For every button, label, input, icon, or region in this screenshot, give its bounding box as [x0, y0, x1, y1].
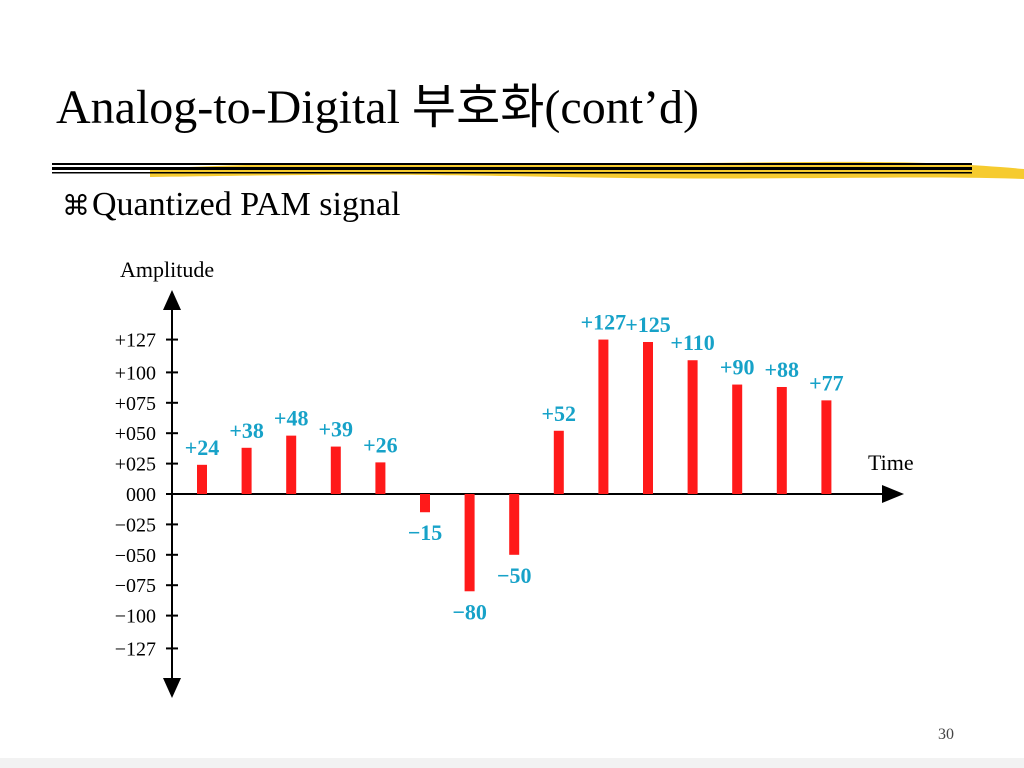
bar	[598, 339, 609, 494]
y-axis-arrow-up	[163, 290, 181, 310]
bar	[643, 342, 653, 494]
data-labels: +24+38 +48 +39+26−15−80−50+52+127 +125+110+…	[185, 310, 844, 625]
bar	[197, 464, 207, 494]
y-tick-label: +050	[115, 423, 156, 445]
bullet-icon: ⌘	[62, 189, 90, 222]
y-tick-label: +025	[115, 454, 156, 476]
y-axis-title: Amplitude	[120, 257, 214, 282]
y-tick-label: −075	[115, 575, 156, 597]
bar	[776, 386, 787, 494]
data-label: +26	[363, 432, 398, 457]
bar	[821, 400, 832, 494]
x-axis-title: Time	[868, 450, 914, 475]
y-axis-arrow-down	[163, 678, 181, 698]
y-tick-label: −025	[115, 514, 156, 536]
bottom-rule	[0, 758, 1024, 768]
bars	[197, 339, 832, 592]
data-label: +39	[319, 417, 354, 442]
data-label: +52	[542, 401, 577, 426]
data-label: +77	[809, 370, 844, 395]
slide-title: Analog-to-Digital 부호화(cont’d)	[56, 81, 699, 134]
data-label: +38	[229, 418, 264, 443]
y-tick-label: −050	[115, 545, 156, 567]
bar	[464, 494, 475, 592]
underline-rule-bottom	[52, 172, 972, 174]
y-tick-label: −127	[115, 638, 156, 660]
y-tick-label: +075	[115, 393, 156, 415]
y-tick-label: +127	[115, 330, 156, 352]
data-label: +110	[670, 330, 714, 355]
y-tick-label: +100	[115, 362, 156, 384]
data-label: −50	[497, 563, 532, 588]
bar	[509, 494, 520, 555]
title-underline	[52, 161, 1024, 179]
bar	[553, 430, 564, 494]
data-label: +90	[720, 355, 755, 380]
bar	[732, 384, 743, 494]
y-tick-label: −100	[115, 606, 156, 628]
data-label: −80	[452, 599, 487, 624]
data-label: +127	[581, 310, 627, 335]
data-label: +48	[274, 406, 309, 431]
bar	[241, 447, 252, 494]
slide-number: 30	[938, 726, 954, 743]
underline-highlight-stroke	[150, 161, 1024, 179]
bar	[375, 462, 386, 494]
bullet-text: Quantized PAM signal	[92, 186, 401, 223]
data-label: −15	[408, 520, 443, 545]
bar	[420, 494, 430, 513]
underline-rule-top	[52, 163, 972, 165]
y-ticks: +127 +100 +075 +050 +025 000 −025 −050 −075 −100 −…	[115, 330, 178, 660]
data-label: +88	[765, 357, 800, 382]
data-label: +24	[185, 435, 220, 460]
axes	[163, 290, 904, 698]
bar	[687, 360, 698, 494]
bar	[286, 435, 297, 494]
bullet-item: ⌘Quantized PAM signal	[62, 188, 401, 222]
bar	[330, 446, 341, 494]
y-tick-label: 000	[126, 484, 156, 506]
x-axis-arrow	[882, 485, 904, 503]
data-label: +125	[625, 312, 671, 337]
underline-rule-mid	[52, 167, 972, 170]
